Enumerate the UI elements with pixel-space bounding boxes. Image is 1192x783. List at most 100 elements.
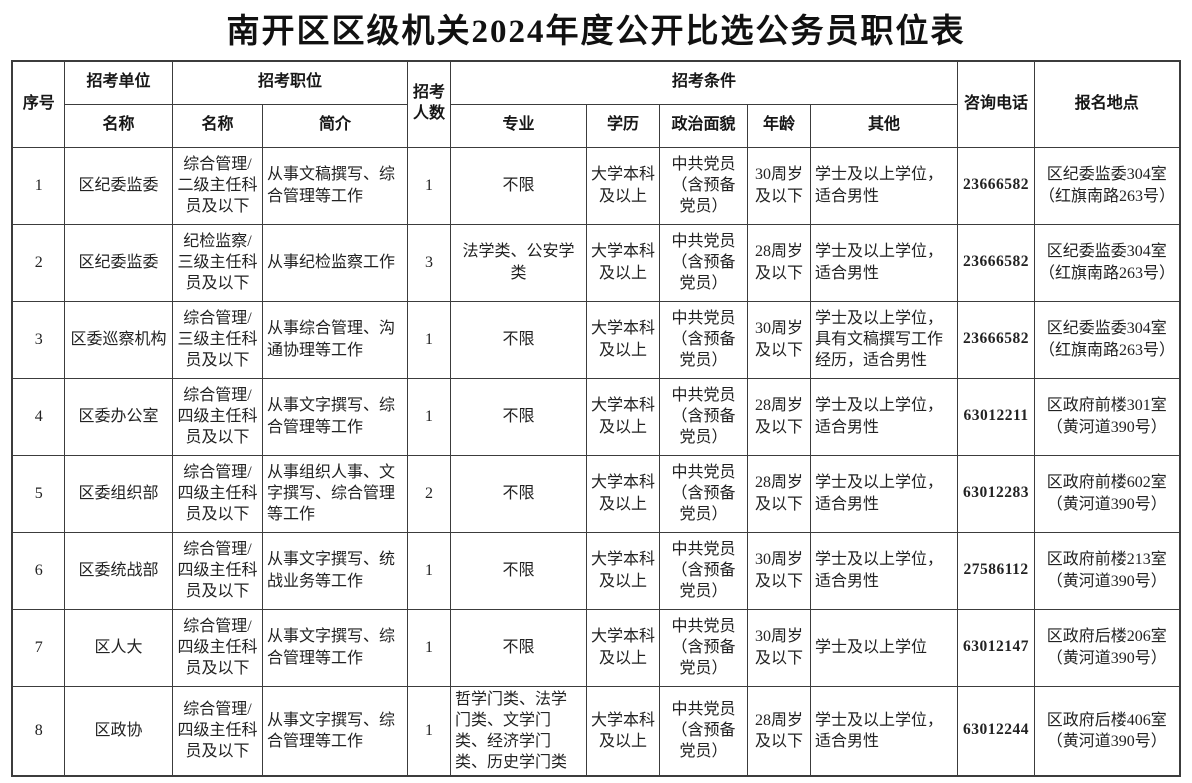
cell-unit: 区委统战部: [63, 531, 173, 610]
cell-political: 中共党员（含预备党员）: [658, 454, 748, 533]
cell-position: 纪检监察/三级主任科员及以下: [171, 223, 263, 302]
cell-age: 28周岁及以下: [746, 454, 811, 533]
cell-political: 中共党员（含预备党员）: [658, 377, 748, 456]
header-other: 其他: [809, 103, 959, 148]
cell-count: 1: [406, 300, 451, 379]
cell-political: 中共党员（含预备党员）: [658, 300, 748, 379]
cell-intro: 从事文字撰写、综合管理等工作: [261, 685, 408, 777]
table-body: 1 区纪委监委 综合管理/二级主任科员及以下 从事文稿撰写、综合管理等工作 1 不限 大学本…: [11, 146, 1181, 777]
header-intro: 简介: [261, 103, 408, 148]
cell-education: 大学本科及以上: [585, 531, 660, 610]
cell-count: 1: [406, 608, 451, 687]
cell-other: 学士及以上学位，适合男性: [809, 454, 959, 533]
header-location: 报名地点: [1034, 60, 1181, 148]
cell-intro: 从事综合管理、沟通协理等工作: [261, 300, 408, 379]
cell-serial: 7: [11, 608, 65, 687]
cell-location: 区政府后楼206室（黄河道390号）: [1034, 608, 1181, 687]
cell-other: 学士及以上学位，具有文稿撰写工作经历，适合男性: [809, 300, 959, 379]
cell-education: 大学本科及以上: [585, 300, 660, 379]
cell-age: 30周岁及以下: [746, 531, 811, 610]
header-conditions-group: 招考条件: [449, 60, 959, 105]
cell-phone: 27586112: [957, 531, 1036, 610]
cell-intro: 从事纪检监察工作: [261, 223, 408, 302]
cell-phone: 63012211: [957, 377, 1036, 456]
cell-other: 学士及以上学位: [809, 608, 959, 687]
cell-political: 中共党员（含预备党员）: [658, 223, 748, 302]
cell-major: 不限: [449, 454, 587, 533]
cell-location: 区政府前楼213室（黄河道390号）: [1034, 531, 1181, 610]
cell-major: 法学类、公安学类: [449, 223, 587, 302]
header-unit-name: 名称: [63, 103, 173, 148]
header-row-1: 序号 招考单位 招考职位 招考人数 招考条件 咨询电话 报名地点: [11, 60, 1181, 148]
cell-unit: 区纪委监委: [63, 223, 173, 302]
cell-unit: 区委办公室: [63, 377, 173, 456]
cell-major: 哲学门类、法学门类、文学门类、经济学门类、历史学门类: [449, 685, 587, 777]
cell-position: 综合管理/四级主任科员及以下: [171, 685, 263, 777]
cell-unit: 区人大: [63, 608, 173, 687]
cell-other: 学士及以上学位，适合男性: [809, 146, 959, 225]
cell-education: 大学本科及以上: [585, 146, 660, 225]
table-header: 序号 招考单位 招考职位 招考人数 招考条件 咨询电话 报名地点 名称 名称 简…: [11, 60, 1181, 148]
cell-education: 大学本科及以上: [585, 608, 660, 687]
cell-phone: 23666582: [957, 300, 1036, 379]
cell-position: 综合管理/二级主任科员及以下: [171, 146, 263, 225]
header-major: 专业: [449, 103, 587, 148]
header-row-2: 名称 名称 简介 专业 学历 政治面貌 年龄 其他: [12, 103, 1179, 148]
cell-political: 中共党员（含预备党员）: [658, 608, 748, 687]
cell-location: 区政府前楼301室（黄河道390号）: [1034, 377, 1181, 456]
cell-political: 中共党员（含预备党员）: [658, 685, 748, 777]
cell-position: 综合管理/四级主任科员及以下: [171, 608, 263, 687]
cell-serial: 6: [11, 531, 65, 610]
cell-intro: 从事文字撰写、综合管理等工作: [261, 608, 408, 687]
table-row: 4 区委办公室 综合管理/四级主任科员及以下 从事文字撰写、综合管理等工作 1 不限 大学本…: [11, 377, 1181, 456]
cell-serial: 1: [11, 146, 65, 225]
header-position-group: 招考职位: [171, 60, 408, 105]
cell-age: 28周岁及以下: [746, 685, 811, 777]
cell-position: 综合管理/四级主任科员及以下: [171, 454, 263, 533]
cell-other: 学士及以上学位，适合男性: [809, 531, 959, 610]
cell-count: 1: [406, 685, 451, 777]
cell-major: 不限: [449, 531, 587, 610]
header-count: 招考人数: [406, 60, 451, 148]
cell-location: 区纪委监委304室（红旗南路263号）: [1034, 300, 1181, 379]
cell-unit: 区政协: [63, 685, 173, 777]
table-row: 8 区政协 综合管理/四级主任科员及以下 从事文字撰写、综合管理等工作 1 哲学门类、法学…: [11, 685, 1181, 777]
cell-serial: 5: [11, 454, 65, 533]
cell-political: 中共党员（含预备党员）: [658, 146, 748, 225]
header-age: 年龄: [746, 103, 811, 148]
cell-serial: 8: [11, 685, 65, 777]
cell-unit: 区纪委监委: [63, 146, 173, 225]
cell-count: 2: [406, 454, 451, 533]
position-table: 序号 招考单位 招考职位 招考人数 招考条件 咨询电话 报名地点 名称 名称 简…: [11, 60, 1181, 777]
cell-education: 大学本科及以上: [585, 223, 660, 302]
cell-intro: 从事文字撰写、统战业务等工作: [261, 531, 408, 610]
table-row: 3 区委巡察机构 综合管理/三级主任科员及以下 从事综合管理、沟通协理等工作 1 不限 大学…: [11, 300, 1181, 379]
cell-age: 30周岁及以下: [746, 300, 811, 379]
cell-intro: 从事文稿撰写、综合管理等工作: [261, 146, 408, 225]
table-row: 1 区纪委监委 综合管理/二级主任科员及以下 从事文稿撰写、综合管理等工作 1 不限 大学本…: [11, 146, 1181, 225]
cell-serial: 4: [11, 377, 65, 456]
header-phone: 咨询电话: [957, 60, 1036, 148]
table-row: 5 区委组织部 综合管理/四级主任科员及以下 从事组织人事、文字撰写、综合管理等工作 2…: [11, 454, 1181, 533]
cell-phone: 23666582: [957, 223, 1036, 302]
cell-intro: 从事组织人事、文字撰写、综合管理等工作: [261, 454, 408, 533]
cell-other: 学士及以上学位，适合男性: [809, 377, 959, 456]
cell-age: 30周岁及以下: [746, 608, 811, 687]
cell-phone: 63012244: [957, 685, 1036, 777]
cell-education: 大学本科及以上: [585, 685, 660, 777]
cell-other: 学士及以上学位，适合男性: [809, 223, 959, 302]
header-education: 学历: [585, 103, 660, 148]
cell-education: 大学本科及以上: [585, 377, 660, 456]
cell-major: 不限: [449, 608, 587, 687]
cell-other: 学士及以上学位，适合男性: [809, 685, 959, 777]
table-row: 7 区人大 综合管理/四级主任科员及以下 从事文字撰写、综合管理等工作 1 不限 大学本科及…: [11, 608, 1181, 687]
cell-unit: 区委巡察机构: [63, 300, 173, 379]
table-row: 2 区纪委监委 纪检监察/三级主任科员及以下 从事纪检监察工作 3 法学类、公安学类 大学本…: [11, 223, 1181, 302]
cell-position: 综合管理/四级主任科员及以下: [171, 377, 263, 456]
cell-major: 不限: [449, 300, 587, 379]
cell-position: 综合管理/三级主任科员及以下: [171, 300, 263, 379]
cell-phone: 63012147: [957, 608, 1036, 687]
cell-unit: 区委组织部: [63, 454, 173, 533]
header-unit-group: 招考单位: [63, 60, 173, 105]
cell-serial: 3: [11, 300, 65, 379]
